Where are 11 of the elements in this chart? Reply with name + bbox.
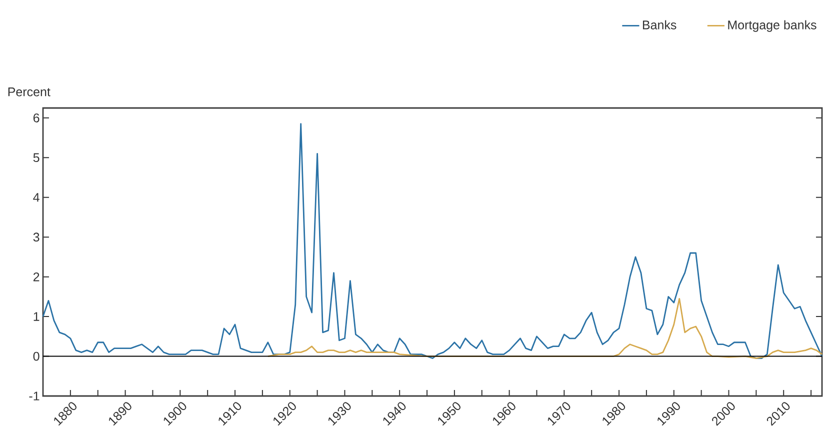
y-tick-label: -1 [29, 392, 40, 400]
y-tick-label: 3 [33, 232, 40, 242]
legend-label: Mortgage banks [728, 20, 816, 32]
y-tick-label: 4 [33, 193, 40, 202]
y-tick-label: 6 [33, 114, 40, 122]
y-tick-label: 2 [33, 272, 40, 282]
y-axis-title: Percent [8, 88, 50, 96]
y-tick-label: 1 [34, 312, 40, 321]
legend-label: Banks [642, 20, 676, 30]
y-tick-label: 0 [33, 352, 40, 361]
y-tick-label: 5 [33, 153, 40, 162]
